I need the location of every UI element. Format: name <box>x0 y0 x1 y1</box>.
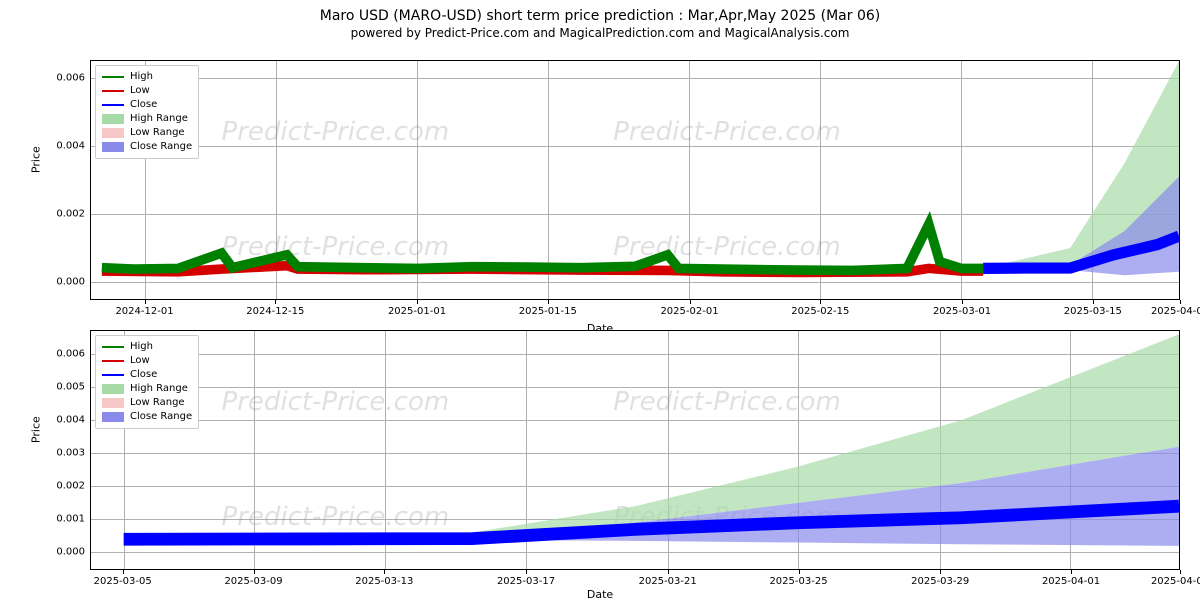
legend-item: Low Range <box>102 126 192 140</box>
y-tick-label: 0.004 <box>56 415 91 426</box>
legend-item: High <box>102 70 192 84</box>
x-tick-label: 2024-12-15 <box>246 306 304 317</box>
legend-item: Close Range <box>102 410 192 424</box>
legend-label: Low <box>130 84 150 98</box>
legend-label: High <box>130 70 153 84</box>
legend-item: Close Range <box>102 140 192 154</box>
x-tick-label: 2025-03-05 <box>94 576 152 587</box>
x-tick-label: 2025-04-01 <box>1151 306 1200 317</box>
x-tick-mark <box>254 570 255 574</box>
legend-item: High Range <box>102 112 192 126</box>
legend-item: Close <box>102 368 192 382</box>
plot-svg-bottom <box>91 331 1179 569</box>
legend-label: Close <box>130 368 157 382</box>
high-line <box>102 224 983 270</box>
x-tick-mark <box>548 300 549 304</box>
x-tick-label: 2025-03-25 <box>769 576 827 587</box>
x-tick-mark <box>962 300 963 304</box>
legend-label: Close <box>130 98 157 112</box>
legend-label: Close Range <box>130 140 192 154</box>
legend-swatch <box>102 104 124 106</box>
x-tick-mark <box>417 300 418 304</box>
y-axis-title-bottom: Price <box>30 416 43 443</box>
x-axis-title-bottom: Date <box>587 588 613 601</box>
x-tick-label: 2025-03-09 <box>224 576 282 587</box>
y-tick-label: 0.004 <box>56 141 91 152</box>
legend-swatch <box>102 374 124 376</box>
legend-item: High <box>102 340 192 354</box>
legend-label: High <box>130 340 153 354</box>
y-tick-label: 0.001 <box>56 514 91 525</box>
legend-bottom: HighLowCloseHigh RangeLow RangeClose Ran… <box>95 335 199 429</box>
legend-label: Low Range <box>130 396 185 410</box>
legend-swatch <box>102 384 124 394</box>
x-tick-mark <box>384 570 385 574</box>
x-tick-mark <box>275 300 276 304</box>
x-tick-mark <box>1180 570 1181 574</box>
y-axis-title-top: Price <box>30 146 43 173</box>
chart-root: Maro USD (MARO-USD) short term price pre… <box>0 0 1200 600</box>
x-tick-mark <box>668 570 669 574</box>
plot-area-top: Predict-Price.comPredict-Price.comPredic… <box>91 61 1179 299</box>
x-tick-label: 2025-03-21 <box>639 576 697 587</box>
x-tick-mark <box>1093 300 1094 304</box>
x-tick-label: 2025-03-01 <box>933 306 991 317</box>
x-tick-mark <box>1071 570 1072 574</box>
y-tick-label: 0.005 <box>56 382 91 393</box>
x-tick-label: 2025-01-01 <box>388 306 446 317</box>
legend-top: HighLowCloseHigh RangeLow RangeClose Ran… <box>95 65 199 159</box>
x-tick-label: 2025-04-01 <box>1042 576 1100 587</box>
legend-item: Low Range <box>102 396 192 410</box>
x-tick-label: 2025-02-01 <box>660 306 718 317</box>
chart-subtitle: powered by Predict-Price.com and Magical… <box>0 26 1200 40</box>
legend-label: Low Range <box>130 126 185 140</box>
legend-swatch <box>102 128 124 138</box>
x-tick-label: 2025-03-17 <box>497 576 555 587</box>
legend-label: High Range <box>130 112 188 126</box>
legend-swatch <box>102 142 124 152</box>
title-block: Maro USD (MARO-USD) short term price pre… <box>0 0 1200 40</box>
y-tick-label: 0.006 <box>56 73 91 84</box>
x-tick-mark <box>799 570 800 574</box>
x-tick-label: 2024-12-01 <box>115 306 173 317</box>
x-tick-label: 2025-04-05 <box>1151 576 1200 587</box>
legend-swatch <box>102 412 124 422</box>
x-tick-mark <box>526 570 527 574</box>
x-tick-mark <box>1180 300 1181 304</box>
legend-label: Low <box>130 354 150 368</box>
y-tick-label: 0.003 <box>56 448 91 459</box>
legend-item: Low <box>102 84 192 98</box>
x-tick-mark <box>940 570 941 574</box>
x-tick-label: 2025-03-13 <box>355 576 413 587</box>
legend-swatch <box>102 398 124 408</box>
x-tick-mark <box>123 570 124 574</box>
plot-svg-top <box>91 61 1179 299</box>
y-tick-label: 0.002 <box>56 209 91 220</box>
legend-swatch <box>102 346 124 348</box>
y-tick-label: 0.000 <box>56 277 91 288</box>
legend-swatch <box>102 114 124 124</box>
legend-label: Close Range <box>130 410 192 424</box>
bottom-chart-panel: Price HighLowCloseHigh RangeLow RangeClo… <box>90 330 1180 570</box>
legend-label: High Range <box>130 382 188 396</box>
legend-swatch <box>102 360 124 362</box>
plot-area-bottom: Predict-Price.comPredict-Price.comPredic… <box>91 331 1179 569</box>
y-tick-label: 0.000 <box>56 547 91 558</box>
legend-item: Close <box>102 98 192 112</box>
y-tick-label: 0.006 <box>56 349 91 360</box>
x-tick-label: 2025-02-15 <box>791 306 849 317</box>
legend-item: Low <box>102 354 192 368</box>
y-tick-label: 0.002 <box>56 481 91 492</box>
x-tick-label: 2025-01-15 <box>519 306 577 317</box>
chart-title: Maro USD (MARO-USD) short term price pre… <box>0 8 1200 24</box>
legend-swatch <box>102 90 124 92</box>
x-tick-mark <box>690 300 691 304</box>
top-chart-panel: Price HighLowCloseHigh RangeLow RangeClo… <box>90 60 1180 300</box>
x-tick-mark <box>820 300 821 304</box>
x-tick-mark <box>145 300 146 304</box>
legend-swatch <box>102 76 124 78</box>
legend-item: High Range <box>102 382 192 396</box>
x-tick-label: 2025-03-29 <box>911 576 969 587</box>
x-tick-label: 2025-03-15 <box>1064 306 1122 317</box>
